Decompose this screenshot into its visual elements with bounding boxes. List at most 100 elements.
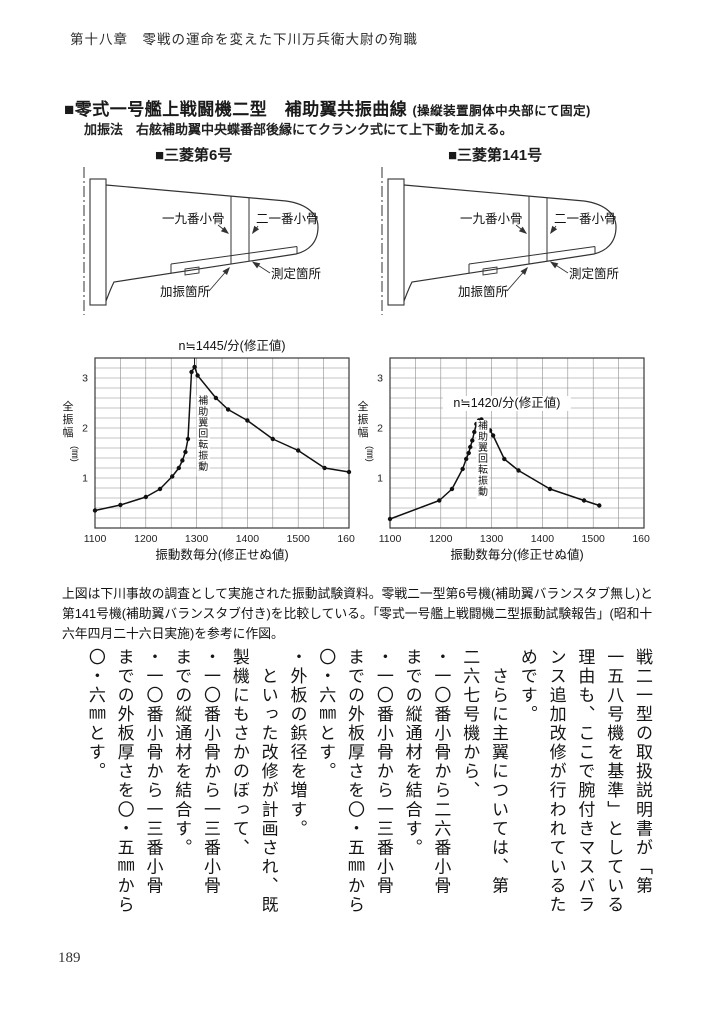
figure-title-note: (操縦装置胴体中央部にて固定)	[412, 104, 591, 118]
vertical-text-column: 〇・六㎜とす。	[316, 648, 336, 782]
svg-text:助: 助	[198, 405, 208, 418]
svg-text:振: 振	[478, 474, 488, 487]
svg-text:振: 振	[358, 412, 369, 426]
chart-svg-mitsubishi-no141: 1100 1200 1300 1400 1500 1600 1 2 3 振動数毎分(修正せぬ値) 全…	[358, 357, 656, 562]
rib21-arrowhead-icon	[550, 225, 558, 234]
svg-text:転: 転	[198, 439, 208, 451]
vertical-text-column: 〇・六㎜とす。	[85, 648, 105, 782]
svg-text:振動数毎分(修正せぬ値): 振動数毎分(修正せぬ値)	[450, 547, 583, 562]
svg-text:3: 3	[377, 373, 383, 385]
svg-text:全: 全	[358, 399, 369, 413]
svg-text:翼: 翼	[478, 442, 488, 454]
vertical-text-column: までの外板厚さを〇・五㎜から	[345, 648, 365, 915]
resonance-chart-no6: 1100 1200 1300 1400 1500 1600 1 2 3 振動数毎分(修正せぬ値) 全…	[57, 338, 361, 581]
vertical-text-column: までの外板厚さを〇・五㎜から	[114, 648, 134, 915]
rib19-label: 一九番小骨	[460, 212, 523, 226]
vertical-text-column: ・一〇番小骨から一三番小骨	[373, 648, 393, 896]
svg-text:1600: 1600	[632, 533, 650, 545]
figure-caption: 上図は下川事故の調査として実施された振動試験資料。零戦二一型第6号機(補助翼バラ…	[62, 586, 653, 641]
svg-text:2: 2	[82, 423, 88, 435]
svg-text:振: 振	[198, 449, 208, 462]
body-text-vertical: 戦二一型の取扱説明書が「第 一五八号機を基準」としている 理由も、ここで腕付きマスバ…	[78, 648, 656, 930]
vertical-text-column: 二六七号機から、	[460, 648, 480, 801]
wing-diagram-drawing: 一九番小骨 二一番小骨 測定箇所 加振箇所	[83, 167, 321, 315]
svg-text:1500: 1500	[287, 533, 311, 545]
measure-arrowhead-icon	[550, 261, 559, 269]
vertical-text-column: ・一〇番小骨から一三番小骨	[143, 648, 163, 896]
excite-arrowhead-icon	[520, 267, 528, 276]
rib21-label: 二一番小骨	[256, 212, 319, 226]
diagram-heading-no141: ■三菱第141号	[448, 147, 543, 164]
svg-text:(㎜): (㎜)	[69, 446, 80, 462]
vertical-text-column: ・外板の鋲径を増す。	[287, 648, 307, 839]
svg-text:1300: 1300	[185, 533, 209, 545]
chart-title: n≒1420/分(修正値)	[453, 395, 560, 410]
aileron	[170, 246, 298, 273]
svg-text:1100: 1100	[84, 533, 107, 545]
svg-text:1300: 1300	[480, 533, 504, 545]
chart-title: n≒1445/分(修正値)	[178, 338, 285, 353]
vertical-text-column: 戦二一型の取扱説明書が「第	[633, 648, 652, 896]
svg-text:1200: 1200	[429, 533, 453, 545]
resonance-chart-no141: 1100 1200 1300 1400 1500 1600 1 2 3 振動数毎分(修正せぬ値) 全…	[352, 338, 656, 581]
svg-text:補: 補	[478, 419, 488, 432]
vertical-text-column: ・一〇番小骨から一三番小骨	[201, 648, 221, 896]
svg-text:幅: 幅	[358, 426, 369, 439]
svg-text:2: 2	[377, 423, 383, 435]
wing-outline	[105, 184, 319, 302]
svg-text:1400: 1400	[236, 533, 260, 545]
aileron-tab	[184, 266, 200, 276]
rib21-label: 二一番小骨	[554, 212, 617, 226]
rib19-arrowhead-icon	[518, 226, 527, 234]
svg-text:1: 1	[82, 473, 88, 485]
svg-text:(㎜): (㎜)	[364, 446, 375, 462]
wing-diagram-no6: 一九番小骨 二一番小骨 測定箇所 加振箇所	[68, 165, 356, 322]
measure-arrowhead-icon	[252, 261, 261, 269]
vertical-text-column: めです。	[517, 648, 537, 725]
rib19-arrowhead-icon	[220, 226, 229, 234]
svg-text:3: 3	[82, 373, 88, 385]
svg-text:全: 全	[63, 399, 74, 413]
vertical-text-column: 一五八号機を基準」としている	[604, 648, 624, 915]
svg-text:1500: 1500	[582, 533, 606, 545]
vertical-text-column: までの縦通材を結合す。	[402, 648, 422, 858]
svg-text:幅: 幅	[63, 426, 74, 439]
svg-text:回: 回	[478, 453, 488, 465]
running-head: 第十八章 零戦の運命を変えた下川万兵衛大尉の殉職	[70, 32, 418, 47]
svg-text:1100: 1100	[379, 533, 402, 545]
figure-title: ■零式一号艦上戦闘機二型 補助翼共振曲線 (操縦装置胴体中央部にて固定)	[64, 95, 591, 120]
vertical-text-column: 理由も、ここで腕付きマスバラ	[575, 648, 595, 915]
vertical-text-column: 製機にもさかのぼって、	[229, 648, 249, 858]
svg-text:動: 動	[478, 485, 488, 498]
svg-text:振: 振	[63, 412, 74, 426]
wing-root-band	[89, 178, 107, 306]
excitation-method-line: 加振法 右舷補助翼中央蝶番部後縁にてクランク式にて上下動を加える。	[84, 122, 513, 137]
svg-text:助: 助	[478, 430, 488, 443]
measure-label: 測定箇所	[569, 266, 619, 281]
wing-root-band	[387, 178, 405, 306]
rib19-label: 一九番小骨	[162, 212, 225, 226]
svg-text:1600: 1600	[337, 533, 355, 545]
rib21-arrowhead-icon	[252, 225, 260, 234]
svg-text:動: 動	[198, 460, 208, 473]
svg-text:補: 補	[198, 394, 208, 407]
vertical-text-column: ンス追加改修が行われているた	[546, 648, 566, 915]
vertical-text-column: ・一〇番小骨から二六番小骨	[431, 648, 451, 896]
svg-text:1400: 1400	[531, 533, 555, 545]
svg-text:回: 回	[198, 428, 208, 440]
vertical-text-column: さらに主翼については、第	[489, 648, 509, 896]
svg-text:翼: 翼	[198, 417, 208, 429]
svg-text:振動数毎分(修正せぬ値): 振動数毎分(修正せぬ値)	[155, 547, 288, 562]
wing-diagram-no141: 一九番小骨 二一番小骨 測定箇所 加振箇所	[366, 165, 654, 322]
excite-arrowhead-icon	[222, 267, 230, 276]
svg-text:転: 転	[478, 464, 488, 476]
figure-title-main: ■零式一号艦上戦闘機二型 補助翼共振曲線	[64, 100, 408, 119]
measure-label: 測定箇所	[271, 266, 321, 281]
excite-label: 加振箇所	[160, 284, 210, 299]
wing-outline	[403, 184, 617, 302]
page-number: 189	[58, 950, 81, 966]
diagram-heading-no6: ■三菱第6号	[155, 147, 233, 164]
wing-diagram-drawing: 一九番小骨 二一番小骨 測定箇所 加振箇所	[381, 167, 619, 315]
aileron	[468, 246, 596, 273]
